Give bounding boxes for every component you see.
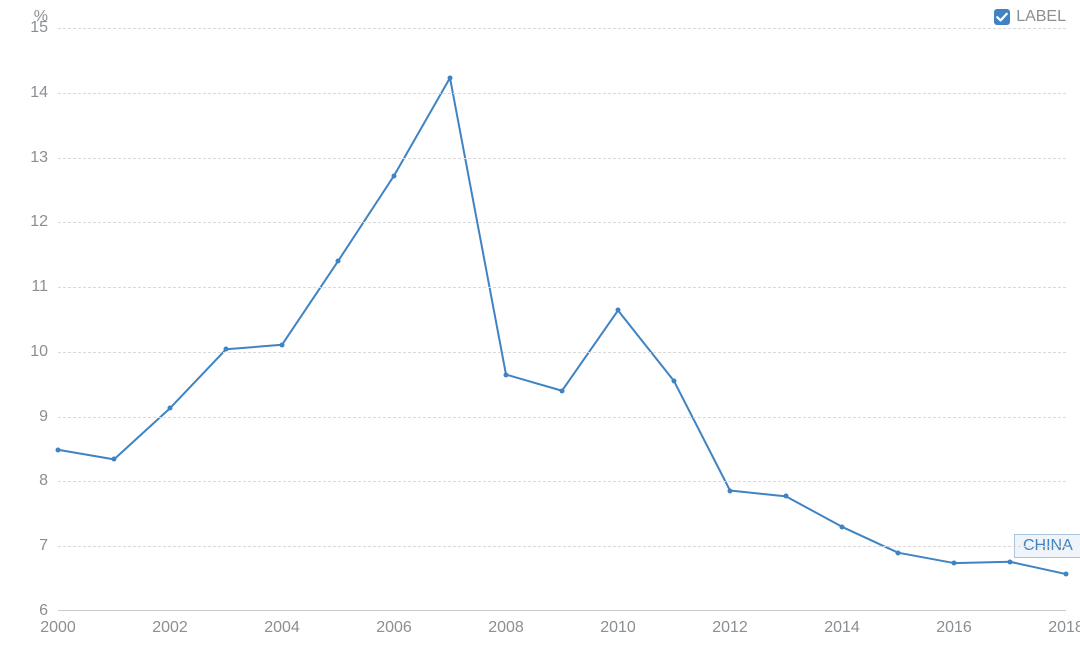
- data-point[interactable]: [560, 388, 565, 393]
- data-point[interactable]: [1064, 572, 1069, 577]
- legend-label: LABEL: [1016, 8, 1066, 26]
- x-tick-label: 2018: [1048, 611, 1080, 637]
- y-tick-label: 14: [30, 84, 58, 102]
- y-tick-label: 8: [39, 472, 58, 490]
- gridline-horizontal: [58, 352, 1066, 353]
- data-point[interactable]: [952, 561, 957, 566]
- legend-checkbox-icon: [994, 9, 1010, 25]
- gridline-horizontal: [58, 28, 1066, 29]
- series-line: [58, 78, 1066, 574]
- gridline-horizontal: [58, 546, 1066, 547]
- series-end-label[interactable]: CHINA: [1014, 534, 1080, 558]
- gridline-horizontal: [58, 93, 1066, 94]
- y-tick-label: 15: [30, 19, 58, 37]
- data-point[interactable]: [728, 488, 733, 493]
- data-point[interactable]: [56, 447, 61, 452]
- data-point[interactable]: [224, 347, 229, 352]
- series-svg: [58, 28, 1066, 611]
- legend-toggle[interactable]: LABEL: [994, 8, 1066, 26]
- data-point[interactable]: [616, 308, 621, 313]
- x-tick-label: 2004: [264, 611, 300, 637]
- data-point[interactable]: [280, 342, 285, 347]
- data-point[interactable]: [168, 406, 173, 411]
- x-tick-label: 2012: [712, 611, 748, 637]
- data-point[interactable]: [784, 494, 789, 499]
- y-tick-label: 11: [31, 278, 58, 296]
- data-point[interactable]: [1008, 559, 1013, 564]
- gridline-horizontal: [58, 222, 1066, 223]
- x-tick-label: 2016: [936, 611, 972, 637]
- gridline-horizontal: [58, 417, 1066, 418]
- gridline-horizontal: [58, 481, 1066, 482]
- gridline-horizontal: [58, 158, 1066, 159]
- data-point[interactable]: [896, 550, 901, 555]
- x-tick-label: 2010: [600, 611, 636, 637]
- x-tick-label: 2008: [488, 611, 524, 637]
- data-point[interactable]: [112, 457, 117, 462]
- y-tick-label: 10: [30, 343, 58, 361]
- chart-root: LABEL % CHINA 67891011121314152000200220…: [0, 0, 1080, 651]
- gridline-horizontal: [58, 287, 1066, 288]
- data-point[interactable]: [392, 173, 397, 178]
- data-point[interactable]: [672, 379, 677, 384]
- data-point[interactable]: [336, 259, 341, 264]
- x-tick-label: 2014: [824, 611, 860, 637]
- x-tick-label: 2002: [152, 611, 188, 637]
- x-tick-label: 2000: [40, 611, 76, 637]
- y-tick-label: 9: [39, 408, 58, 426]
- data-point[interactable]: [840, 524, 845, 529]
- y-tick-label: 13: [30, 149, 58, 167]
- data-point[interactable]: [504, 372, 509, 377]
- series-end-label-text: CHINA: [1023, 537, 1073, 554]
- x-tick-label: 2006: [376, 611, 412, 637]
- y-tick-label: 7: [39, 537, 58, 555]
- data-point[interactable]: [448, 75, 453, 80]
- x-axis-line: [58, 610, 1066, 611]
- plot-area: % CHINA 67891011121314152000200220042006…: [58, 28, 1066, 611]
- y-tick-label: 12: [30, 213, 58, 231]
